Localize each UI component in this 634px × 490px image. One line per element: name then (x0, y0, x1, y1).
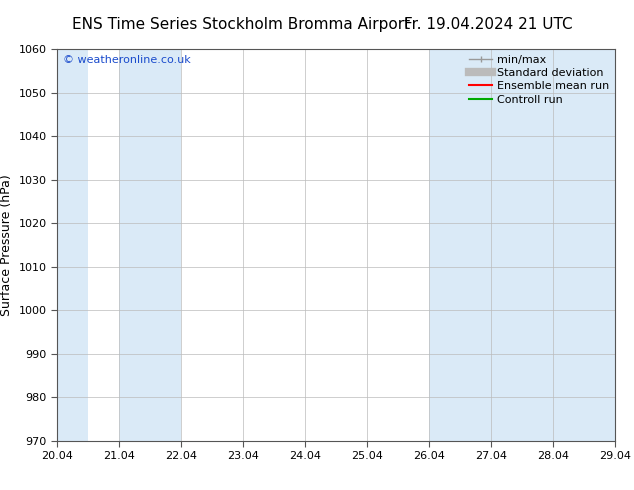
Y-axis label: Surface Pressure (hPa): Surface Pressure (hPa) (0, 174, 13, 316)
Bar (491, 49, 553, 441)
Text: ENS Time Series Stockholm Bromma Airport: ENS Time Series Stockholm Bromma Airport (72, 17, 410, 32)
Bar (553, 49, 615, 441)
Text: © weatheronline.co.uk: © weatheronline.co.uk (63, 55, 190, 65)
Bar (119, 49, 181, 441)
Text: Fr. 19.04.2024 21 UTC: Fr. 19.04.2024 21 UTC (404, 17, 573, 32)
Bar (429, 49, 491, 441)
Bar (57, 49, 88, 441)
Legend: min/max, Standard deviation, Ensemble mean run, Controll run: min/max, Standard deviation, Ensemble me… (469, 54, 609, 104)
